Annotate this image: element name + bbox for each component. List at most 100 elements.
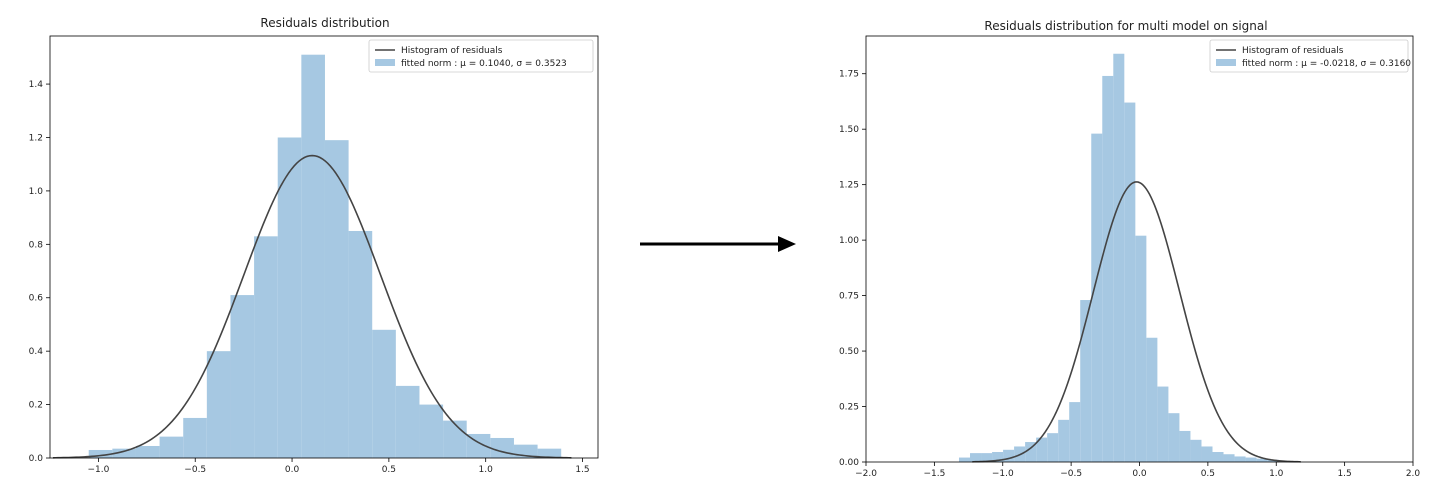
- histogram-bar: [419, 404, 444, 458]
- histogram-bar: [395, 385, 420, 458]
- histogram-bar: [981, 453, 993, 462]
- histogram-bar: [1168, 413, 1180, 462]
- histogram-bar: [1190, 439, 1202, 462]
- x-tick-label: 1.0: [1269, 469, 1284, 479]
- chart-title: Residuals distribution: [260, 16, 389, 30]
- x-tick-label: 1.5: [575, 465, 589, 475]
- chart-residuals-multi-model: Residuals distribution for multi model o…: [839, 19, 1420, 479]
- legend: Histogram of residuals fitted norm : μ =…: [368, 39, 594, 73]
- x-tick-label: 1.0: [479, 465, 494, 475]
- histogram-bar: [1245, 457, 1257, 462]
- histogram-bar: [112, 448, 136, 458]
- legend-patch-swatch: [1216, 59, 1236, 66]
- histogram-bar: [466, 433, 491, 458]
- histogram-bar: [1256, 458, 1268, 462]
- x-axis: −2.0 −1.5 −1.0 −0.5 0.0 0.5 1.0 1.5 2.0: [855, 462, 1420, 479]
- x-tick-label: 0.5: [382, 465, 396, 475]
- x-tick-label: −1.5: [923, 469, 945, 479]
- y-tick-label: 1.25: [839, 181, 859, 191]
- legend-entry-histogram: fitted norm : μ = 0.1040, σ = 0.3523: [401, 59, 567, 69]
- histogram-bar: [1036, 437, 1048, 462]
- x-tick-label: −1.0: [87, 465, 109, 475]
- histogram-bar: [490, 437, 514, 458]
- histogram-bars: [958, 53, 1279, 462]
- legend-box: [1209, 39, 1409, 73]
- histogram-bar: [1157, 386, 1169, 462]
- histogram-bar: [277, 137, 302, 459]
- histogram-bar: [1003, 449, 1015, 462]
- histogram-bar: [324, 140, 349, 458]
- x-tick-label: 0.5: [1201, 469, 1215, 479]
- y-tick-label: 0.25: [839, 403, 859, 413]
- histogram-bar: [254, 236, 278, 458]
- y-tick-label: 1.50: [839, 125, 859, 135]
- x-tick-label: 0.0: [285, 465, 300, 475]
- normal-fit-curve: [972, 181, 1301, 463]
- histogram-bar: [958, 457, 971, 462]
- chart-title: Residuals distribution for multi model o…: [984, 19, 1267, 33]
- y-tick-label: 0.75: [839, 292, 859, 302]
- histogram-bar: [992, 452, 1004, 462]
- histogram-bar: [1146, 337, 1158, 462]
- histogram-bar: [135, 445, 160, 458]
- y-tick-label: 0.50: [839, 347, 859, 357]
- chart-residuals: Residuals distribution −1.0 −0.5 0.0 0.5 1.0…: [29, 16, 599, 475]
- y-tick-label: 1.2: [29, 133, 43, 143]
- y-tick-label: 0.00: [839, 458, 859, 468]
- histogram-bar: [443, 420, 467, 458]
- histogram-bar: [970, 453, 982, 462]
- histogram-bar: [1069, 402, 1081, 462]
- legend-box: [368, 39, 594, 73]
- y-tick-label: 1.4: [29, 80, 44, 90]
- x-axis: −1.0 −0.5 0.0 0.5 1.0 1.5: [87, 458, 590, 475]
- histogram-bar: [372, 329, 396, 458]
- histogram-bar: [537, 448, 562, 458]
- histogram-bars: [88, 54, 562, 459]
- y-axis: 0.0 0.2 0.4 0.6 0.8 1.0 1.2 1.4: [29, 80, 50, 464]
- y-tick-label: 1.00: [839, 236, 859, 246]
- y-axis: 0.00 0.25 0.50 0.75 1.00 1.25 1.50 1.75: [839, 70, 866, 468]
- histogram-bar: [230, 295, 255, 458]
- y-tick-label: 1.0: [29, 187, 44, 197]
- histogram-bar: [1179, 430, 1191, 462]
- arrow-head: [778, 236, 796, 252]
- histogram-bar: [1102, 75, 1114, 462]
- histogram-bar: [1124, 102, 1136, 462]
- plot-frame: [49, 35, 599, 459]
- histogram-bar: [183, 417, 207, 458]
- arrow: [640, 236, 796, 252]
- histogram-bar: [159, 436, 184, 458]
- x-tick-label: 1.5: [1337, 469, 1351, 479]
- histogram-bar: [1025, 442, 1037, 462]
- histogram-bar: [1047, 433, 1059, 462]
- legend-entry-histogram: fitted norm : μ = -0.0218, σ = 0.3160: [1242, 59, 1411, 69]
- y-tick-label: 0.0: [29, 454, 44, 464]
- histogram-bar: [1080, 300, 1092, 462]
- x-tick-label: −1.0: [992, 469, 1014, 479]
- histogram-bar: [1058, 419, 1070, 462]
- histogram-bar: [1091, 133, 1103, 462]
- histogram-bar: [88, 449, 113, 458]
- y-tick-label: 0.4: [29, 347, 44, 357]
- x-tick-label: −0.5: [184, 465, 206, 475]
- y-tick-label: 0.6: [29, 294, 44, 304]
- histogram-bar: [206, 351, 231, 458]
- y-tick-label: 0.2: [29, 401, 43, 411]
- histogram-bar: [1234, 456, 1246, 462]
- histogram-bar: [301, 54, 325, 459]
- y-tick-label: 1.75: [839, 70, 859, 80]
- histogram-bar: [1201, 446, 1213, 462]
- histogram-bar: [1212, 452, 1224, 462]
- x-tick-label: 2.0: [1406, 469, 1421, 479]
- histogram-bar: [1135, 235, 1147, 462]
- x-tick-label: 0.0: [1132, 469, 1147, 479]
- legend-patch-swatch: [375, 59, 395, 66]
- normal-fit-curve: [52, 154, 572, 459]
- y-tick-label: 0.8: [29, 240, 44, 250]
- legend-entry-line: Histogram of residuals: [1242, 46, 1344, 56]
- histogram-bar: [348, 230, 373, 458]
- x-tick-label: −0.5: [1060, 469, 1082, 479]
- histogram-bar: [1113, 53, 1125, 462]
- x-tick-label: −2.0: [855, 469, 877, 479]
